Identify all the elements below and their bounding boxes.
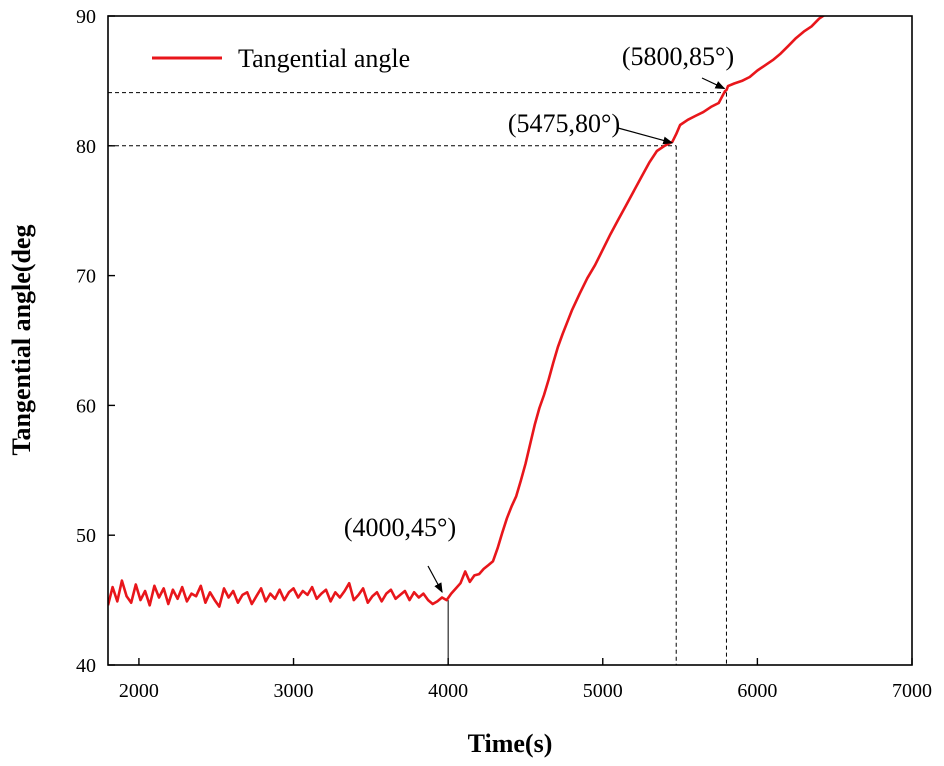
y-tick-label: 80 <box>76 136 96 158</box>
y-tick-label: 60 <box>76 395 96 417</box>
legend-label: Tangential angle <box>238 44 410 73</box>
x-tick-label: 2000 <box>119 680 159 702</box>
legend: Tangential angle <box>152 44 410 73</box>
annotation-arrow <box>701 77 726 90</box>
y-tick-label: 40 <box>76 655 96 677</box>
x-axis-title: Time(s) <box>468 729 553 758</box>
y-tick-label: 50 <box>76 525 96 547</box>
annotations: (4000,45°) (5475,80°) (5800,85°) <box>344 42 734 593</box>
x-tick-label: 5000 <box>583 680 623 702</box>
x-tick-label: 7000 <box>892 680 932 702</box>
annotation-arrow <box>617 127 674 145</box>
y-axis-title: Tangential angle(deg <box>7 225 36 456</box>
annotation-label: (4000,45°) <box>344 513 456 542</box>
x-tick-label: 3000 <box>274 680 314 702</box>
annotation-label: (5475,80°) <box>508 109 620 138</box>
y-tick-label: 70 <box>76 266 96 288</box>
guide-lines <box>108 92 727 665</box>
x-axis-ticks: 2000 3000 4000 5000 6000 7000 <box>119 658 932 702</box>
annotation-label: (5800,85°) <box>622 42 734 71</box>
series-line-tangential-angle <box>108 16 826 608</box>
x-tick-label: 4000 <box>428 680 468 702</box>
x-tick-label: 6000 <box>737 680 777 702</box>
y-tick-label: 90 <box>76 6 96 28</box>
annotation-arrow <box>427 565 443 593</box>
y-axis-ticks: 40 50 60 70 80 90 <box>76 6 115 677</box>
data-series <box>108 16 826 608</box>
plot-frame <box>107 15 913 666</box>
